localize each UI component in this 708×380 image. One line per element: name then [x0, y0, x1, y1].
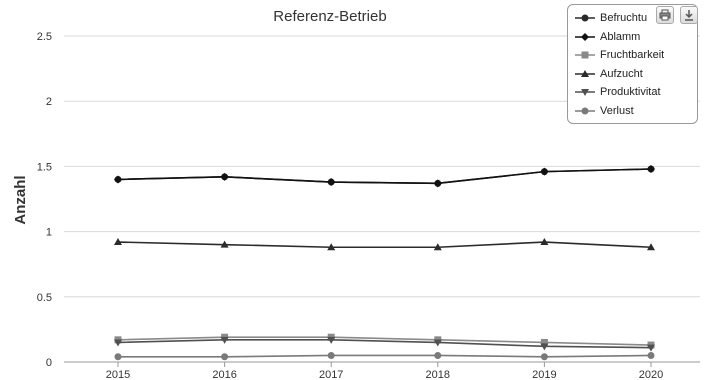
legend-symbol: [575, 89, 595, 97]
legend-label: Aufzucht: [600, 67, 643, 80]
legend-item-produktivitat[interactable]: Produktivitat: [574, 83, 697, 102]
legend-marker: [581, 89, 589, 97]
legend-marker: [581, 69, 589, 77]
data-point[interactable]: [647, 243, 655, 251]
legend-marker: [581, 51, 589, 59]
data-point[interactable]: [434, 351, 442, 359]
y-tick-label: 1.5: [37, 161, 52, 173]
data-point[interactable]: [114, 175, 122, 184]
data-point[interactable]: [540, 238, 549, 246]
data-point[interactable]: [327, 336, 336, 344]
x-tick-label: 2015: [106, 369, 130, 380]
data-point[interactable]: [433, 339, 442, 347]
legend-symbol: [575, 51, 595, 59]
series-line-produktivitat[interactable]: [117, 339, 652, 349]
data-point[interactable]: [220, 336, 229, 344]
download-button[interactable]: [680, 6, 698, 24]
legend: Befruchtu Ablamm Fruchtbarkeit Aufzucht Prod…: [567, 4, 698, 124]
data-point[interactable]: [327, 243, 336, 251]
legend-item-verlust[interactable]: Verlust: [574, 102, 697, 121]
series-lines: [114, 165, 655, 361]
series-line-fruchtbarkeit[interactable]: [117, 336, 652, 346]
legend-marker: [581, 32, 589, 41]
legend-label: Fruchtbarkeit: [600, 49, 665, 62]
data-point[interactable]: [221, 353, 229, 361]
print-icon: [659, 9, 671, 21]
legend-symbol: [575, 69, 595, 77]
series-verlust: [114, 351, 655, 361]
data-point[interactable]: [647, 165, 655, 174]
legend-label: Befruchtu: [600, 12, 648, 25]
legend-item-aufzucht[interactable]: Aufzucht: [574, 65, 697, 84]
data-point[interactable]: [327, 351, 335, 359]
x-tick-label: 2019: [532, 369, 556, 380]
series-line-verlust[interactable]: [118, 354, 652, 358]
x-axis-ticks: 2015 2016 2017 2018 2019 2020: [106, 362, 663, 380]
legend-item-ablamm[interactable]: Ablamm: [574, 28, 697, 47]
legend-symbol: [575, 32, 595, 41]
x-tick-label: 2016: [212, 369, 236, 380]
data-point[interactable]: [114, 238, 122, 246]
y-tick-label: 1: [46, 227, 52, 239]
series-line-aufzucht[interactable]: [117, 241, 652, 249]
series-produktivitat: [114, 336, 655, 352]
data-point[interactable]: [220, 240, 229, 248]
series-line-ablamm[interactable]: [117, 168, 652, 185]
legend-item-fruchtbarkeit[interactable]: Fruchtbarkeit: [574, 46, 697, 65]
legend-label: Verlust: [600, 104, 634, 117]
download-icon: [685, 10, 693, 21]
data-point[interactable]: [540, 338, 548, 346]
data-point[interactable]: [540, 167, 549, 176]
y-axis-ticks: 0 0.5 1 1.5 2 2.5: [37, 31, 52, 369]
data-point[interactable]: [114, 339, 122, 347]
data-point[interactable]: [647, 344, 655, 352]
y-tick-label: 0.5: [37, 292, 52, 304]
legend-label: Ablamm: [600, 30, 641, 43]
data-point[interactable]: [433, 179, 442, 188]
x-tick-label: 2018: [426, 369, 450, 380]
data-point[interactable]: [647, 351, 655, 359]
x-tick-label: 2017: [319, 369, 343, 380]
y-tick-label: 0: [46, 357, 52, 369]
series-aufzucht: [114, 238, 655, 251]
legend-marker: [581, 107, 589, 115]
series-befruchtu: [114, 165, 655, 187]
y-tick-label: 2.5: [37, 31, 52, 43]
legend-symbol: [575, 107, 595, 115]
data-point[interactable]: [540, 353, 548, 361]
data-point[interactable]: [327, 178, 336, 187]
legend-marker: [581, 14, 589, 22]
legend-item-befruchtu[interactable]: Befruchtu: [574, 9, 697, 28]
chart-title: Referenz-Betrieb: [273, 8, 386, 25]
y-axis-label: Anzahl: [12, 175, 29, 224]
data-point[interactable]: [433, 243, 442, 251]
print-button[interactable]: [656, 6, 674, 24]
legend-label: Produktivitat: [600, 86, 661, 99]
y-tick-label: 2: [46, 96, 52, 108]
data-point[interactable]: [114, 353, 122, 361]
series-ablamm: [114, 165, 655, 188]
x-tick-label: 2020: [639, 369, 663, 380]
data-point[interactable]: [540, 343, 549, 351]
data-point[interactable]: [220, 172, 229, 181]
legend-symbol: [575, 14, 595, 22]
